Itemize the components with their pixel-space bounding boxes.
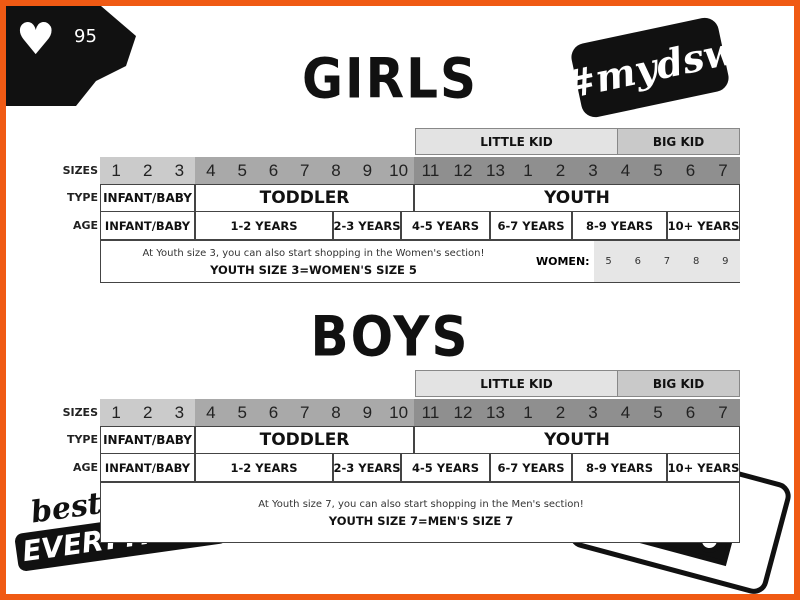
size-cell: 7: [288, 399, 321, 426]
women-size: 5: [605, 256, 612, 267]
note-text: At Youth size 7, you can also start shop…: [258, 499, 584, 510]
label-age: AGE: [72, 461, 98, 474]
note-box: At Youth size 7, you can also start shop…: [100, 482, 740, 543]
size-cell: 13: [479, 157, 512, 184]
size-cell: 3: [576, 399, 610, 426]
age-cell: 1-2 YEARS: [195, 453, 333, 482]
size-cell: 2: [544, 399, 577, 426]
size-cell: 2: [544, 157, 577, 184]
size-cell: 1: [511, 157, 545, 184]
women-size: 6: [634, 256, 641, 267]
size-cell: 13: [479, 399, 512, 426]
women-sizes: 5 6 7 8 9: [594, 241, 740, 282]
age-cell: INFANT/BABY: [100, 211, 195, 240]
size-cell: 4: [195, 399, 227, 426]
size-cell: 10: [382, 157, 415, 184]
label-type: TYPE: [66, 433, 98, 446]
size-cell: 7: [706, 157, 740, 184]
size-cell: 5: [641, 399, 675, 426]
size-cell: 5: [641, 157, 675, 184]
women-size: 8: [692, 256, 700, 267]
size-cell: 1: [100, 399, 133, 426]
age-cell: 6-7 YEARS: [490, 453, 572, 482]
likes-count: 95: [74, 26, 97, 47]
equivalence-text: YOUTH SIZE 3=WOMEN'S SIZE 5: [210, 263, 417, 277]
type-cell: INFANT/BABY: [100, 426, 195, 454]
size-cell: 12: [446, 157, 480, 184]
size-cell: 4: [609, 157, 642, 184]
size-cell: 5: [226, 157, 259, 184]
size-cell: 6: [257, 157, 290, 184]
group-big-kid: BIG KID: [617, 128, 740, 155]
age-cell: INFANT/BABY: [100, 453, 195, 482]
age-cell: 8-9 YEARS: [572, 453, 667, 482]
section-title: GIRLS: [301, 47, 478, 111]
women-size: 9: [722, 256, 729, 267]
age-cell: 6-7 YEARS: [490, 211, 572, 240]
section-title: BOYS: [310, 305, 470, 369]
size-cell: 6: [674, 157, 707, 184]
age-cell: 10+ YEARS: [667, 453, 740, 482]
size-cell: 12: [446, 399, 480, 426]
label-type: TYPE: [66, 191, 98, 204]
group-little-kid: LITTLE KID: [415, 128, 618, 155]
group-big-kid: BIG KID: [617, 370, 740, 397]
type-cell: TODDLER: [195, 184, 414, 212]
size-cell: 11: [414, 399, 447, 426]
note-box: At Youth size 3, you can also start shop…: [100, 240, 740, 283]
size-cell: 3: [576, 157, 610, 184]
age-cell: 1-2 YEARS: [195, 211, 333, 240]
size-cell: 9: [351, 399, 384, 426]
size-cell: 3: [163, 399, 196, 426]
size-cell: 1: [511, 399, 545, 426]
age-cell: 4-5 YEARS: [401, 453, 490, 482]
size-cell: 10: [382, 399, 415, 426]
age-cell: 2-3 YEARS: [333, 453, 401, 482]
size-cell: 2: [131, 157, 164, 184]
size-cell: 9: [351, 157, 384, 184]
badge-shape: [6, 6, 136, 106]
label-age: AGE: [72, 219, 98, 232]
size-cell: 6: [674, 399, 707, 426]
group-little-kid: LITTLE KID: [415, 370, 618, 397]
size-cell: 4: [609, 399, 642, 426]
size-cell: 7: [288, 157, 321, 184]
size-cell: 7: [706, 399, 740, 426]
note-text: At Youth size 3, you can also start shop…: [142, 248, 485, 259]
size-cell: 3: [163, 157, 196, 184]
label-sizes: SIZES: [62, 406, 98, 419]
women-size: 7: [663, 256, 671, 267]
equivalence-text: YOUTH SIZE 7=MEN'S SIZE 7: [328, 514, 514, 528]
age-cell: 2-3 YEARS: [333, 211, 401, 240]
heart-icon: ♥: [16, 14, 56, 65]
size-cell: 6: [257, 399, 290, 426]
size-cell: 2: [131, 399, 164, 426]
age-cell: 8-9 YEARS: [572, 211, 667, 240]
type-cell: INFANT/BABY: [100, 184, 195, 212]
size-cell: 11: [414, 157, 447, 184]
size-cell: 4: [195, 157, 227, 184]
type-cell: TODDLER: [195, 426, 414, 454]
size-cell: 8: [320, 157, 352, 184]
size-cell: 5: [226, 399, 259, 426]
type-cell: YOUTH: [414, 426, 740, 454]
type-cell: YOUTH: [414, 184, 740, 212]
label-sizes: SIZES: [62, 164, 98, 177]
age-cell: 10+ YEARS: [667, 211, 740, 240]
age-cell: 4-5 YEARS: [401, 211, 490, 240]
size-cell: 8: [320, 399, 352, 426]
size-cell: 1: [100, 157, 133, 184]
likes-badge: ♥ 95: [6, 6, 136, 106]
women-label: WOMEN:: [536, 255, 590, 268]
